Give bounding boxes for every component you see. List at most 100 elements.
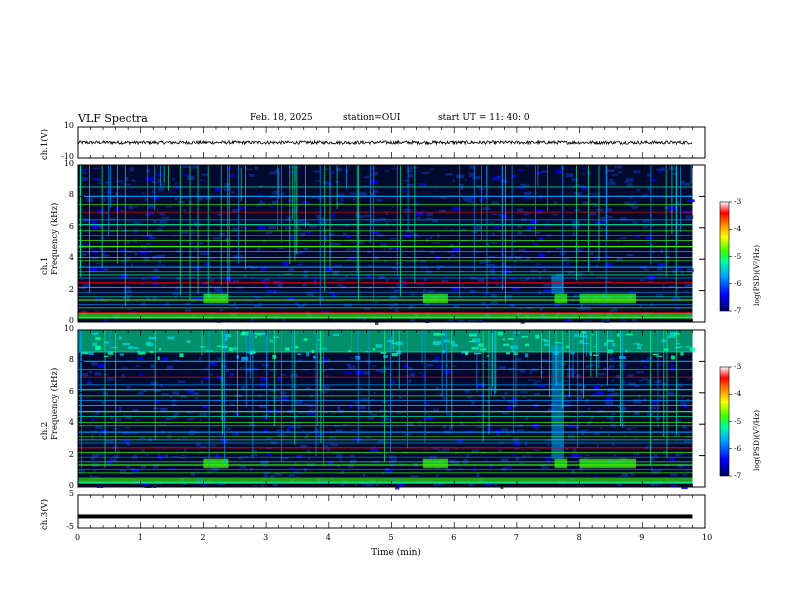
s2-noise-cell <box>210 373 214 376</box>
s2-noise-cell <box>594 475 597 478</box>
s1-noise-cell <box>282 261 289 265</box>
s2-noise-cell <box>195 470 200 473</box>
s1-ytick-label: 10 <box>63 159 74 168</box>
s1-noise-cell <box>346 248 353 251</box>
s1-noise-cell <box>133 240 137 243</box>
s1-noise-cell <box>340 197 344 202</box>
s2-ytick-label: 6 <box>68 386 74 396</box>
s1-noise-cell <box>627 182 633 187</box>
s2-noise-cell <box>252 485 257 487</box>
s1-noise-cell <box>89 245 93 250</box>
s1-noise-cell <box>390 168 397 170</box>
s2-noise-cell <box>217 376 223 379</box>
s1-noise-cell <box>294 251 303 255</box>
s1-noise-cell <box>580 186 587 190</box>
s2-noise-cell <box>383 354 388 358</box>
s2-noise-cell <box>288 474 295 477</box>
s1-noise-cell <box>165 205 172 208</box>
s2-noise-cell <box>331 412 336 414</box>
s1-noise-cell <box>185 308 191 312</box>
s1-noise-cell <box>642 194 648 197</box>
s2-noise-cell <box>178 457 186 459</box>
s2-noise-cell <box>349 465 353 468</box>
s1-noise-cell <box>425 302 430 306</box>
s2-noise-cell <box>607 433 610 437</box>
s1-noise-cell <box>669 206 677 210</box>
s1-noise-cell <box>251 317 254 322</box>
s1-noise-cell <box>498 231 503 233</box>
s1-noise-cell <box>642 226 649 229</box>
s1-noise-cell <box>258 194 261 196</box>
s2-noise-cell <box>157 356 160 360</box>
s1-noise-cell <box>391 286 395 290</box>
s1-noise-cell <box>295 220 303 224</box>
s2-noise-cell <box>355 483 358 486</box>
s2-noise-cell <box>496 432 500 436</box>
s2-noise-cell <box>103 355 109 357</box>
s1-noise-cell <box>172 178 175 181</box>
x-tick-label: 8 <box>576 533 582 542</box>
s1-noise-cell <box>355 212 361 216</box>
w3-ytick-label: 5 <box>68 489 74 498</box>
s2-noise-cell <box>563 396 566 400</box>
s1-noise-cell <box>271 205 274 209</box>
s1-noise-cell <box>80 278 85 280</box>
s2-noise-cell <box>651 469 659 474</box>
s1-noise-cell <box>433 242 440 244</box>
s2-noise-cell <box>466 453 470 457</box>
s1-noise-cell <box>538 253 545 257</box>
s2-noise-cell <box>246 352 250 354</box>
s1-noise-cell <box>200 252 208 255</box>
s1-noise-cell <box>403 179 408 182</box>
s2-noise-cell <box>433 408 439 413</box>
s2-noise-cell <box>670 484 679 488</box>
s2-noise-cell <box>519 369 526 373</box>
s2-noise-cell <box>650 466 653 471</box>
s1-noise-cell <box>133 222 140 225</box>
s2-noise-cell <box>381 401 389 403</box>
s1-noise-cell <box>154 268 158 272</box>
s2-noise-cell <box>354 401 360 404</box>
s2-noise-cell <box>131 469 140 473</box>
s2-noise-cell <box>442 448 450 452</box>
s1-noise-cell <box>391 267 399 270</box>
s2-noise-cell <box>92 470 97 472</box>
s2-noise-cell <box>337 406 341 411</box>
s1-noise-cell <box>567 272 570 275</box>
s2-noise-cell <box>597 372 606 376</box>
s1-noise-cell <box>657 263 665 266</box>
s2-noise-cell <box>280 373 287 376</box>
s1-noise-cell <box>289 171 296 174</box>
s1-noise-cell <box>97 209 104 214</box>
s2-noise-cell <box>506 406 512 410</box>
s2-noise-cell <box>130 432 139 434</box>
s1-noise-cell <box>426 212 433 216</box>
s2-noise-cell <box>226 368 229 372</box>
s2-noise-cell <box>584 403 591 405</box>
s1-noise-cell <box>103 318 108 321</box>
s2-noise-cell <box>600 427 603 430</box>
s1-noise-cell <box>556 170 562 173</box>
s1-noise-cell <box>82 283 91 287</box>
s1-noise-cell <box>128 206 133 209</box>
s1-noise-cell <box>416 283 425 285</box>
s2-noise-cell <box>324 385 330 390</box>
s2-noise-cell <box>565 448 568 451</box>
s1-noise-cell <box>159 254 165 259</box>
s1-noise-cell <box>487 263 496 267</box>
s2-noise-cell <box>436 365 441 368</box>
s1-noise-cell <box>199 179 206 181</box>
s2-noise-cell <box>618 475 622 478</box>
s2-noise-cell <box>621 367 625 370</box>
s1-noise-cell <box>384 221 392 223</box>
s2-noise-cell <box>563 380 568 382</box>
s2-noise-cell <box>272 395 278 400</box>
s2-noise-cell <box>611 379 614 382</box>
s1-noise-cell <box>364 307 371 310</box>
s2-noise-cell <box>304 436 309 439</box>
s1-noise-cell <box>230 174 234 178</box>
s2-noise-cell <box>113 428 120 430</box>
s1-noise-cell <box>624 201 632 206</box>
s1-noise-cell <box>577 307 585 311</box>
s1-noise-cell <box>646 242 649 244</box>
